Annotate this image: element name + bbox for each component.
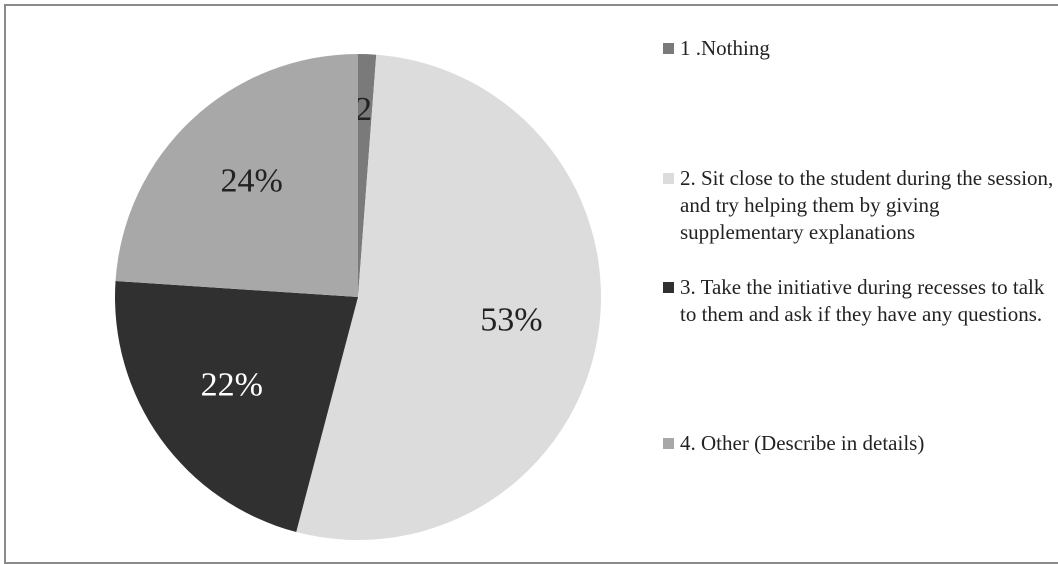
- legend-swatch: [663, 438, 674, 449]
- pie-slice: [296, 54, 601, 540]
- legend-swatch: [663, 282, 674, 293]
- legend-label: 2. Sit close to the student during the s…: [680, 166, 1054, 244]
- legend-label: 4. Other (Describe in details): [680, 431, 925, 455]
- page: {"chart_data": {"type": "pie", "categori…: [4, 4, 1058, 564]
- legend-label: 1 .Nothing: [680, 36, 770, 60]
- legend-label: 3. Take the initiative during recesses t…: [680, 275, 1045, 326]
- slice-label: 24%: [221, 162, 283, 199]
- chart: 1.2%53%22%24%: [114, 54, 601, 540]
- pie-slice: [358, 54, 377, 297]
- legend-item: 3. Take the initiative during recesses t…: [663, 274, 1058, 328]
- legend-item: 2. Sit close to the student during the s…: [663, 165, 1058, 246]
- legend-swatch: [663, 173, 674, 184]
- legend-item: 4. Other (Describe in details): [663, 430, 1058, 457]
- legend-item: 1 .Nothing: [663, 35, 1058, 62]
- legend-swatch: [663, 43, 674, 54]
- slice-label: 22%: [201, 367, 263, 404]
- pie-slice: [115, 54, 359, 297]
- pie-slice: [114, 281, 359, 533]
- slice-label: 53%: [480, 302, 542, 339]
